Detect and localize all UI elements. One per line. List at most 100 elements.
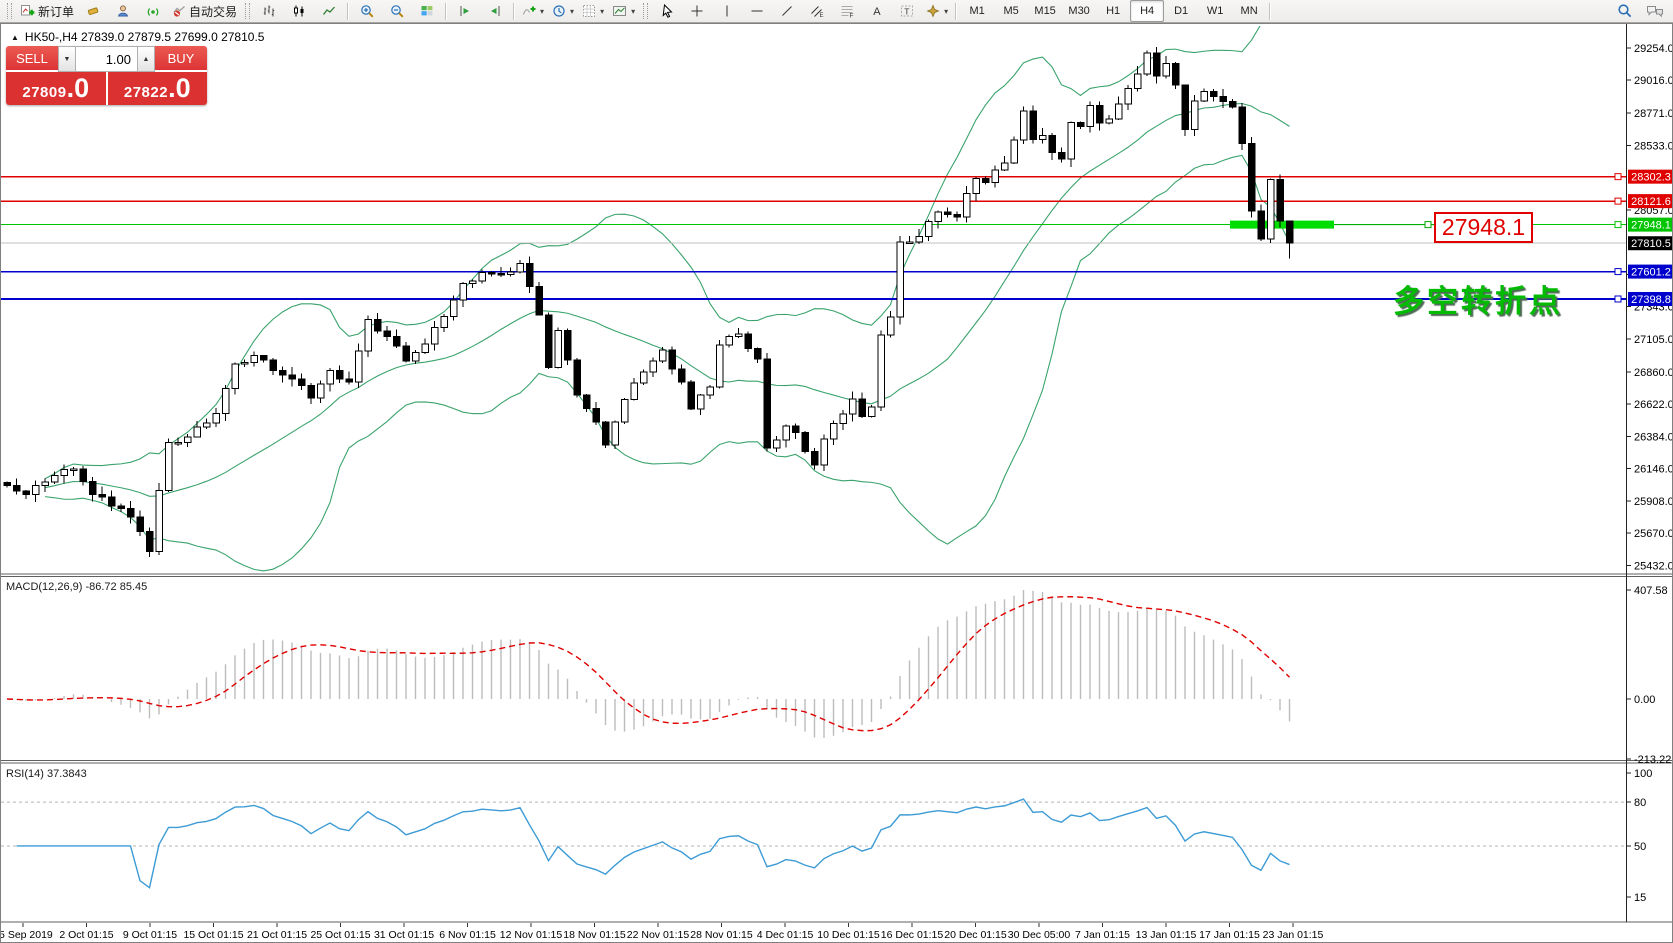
candle: [791, 425, 800, 434]
candle: [1257, 210, 1265, 240]
line-chart-button[interactable]: [314, 0, 344, 22]
candle: [497, 273, 505, 276]
buy-button[interactable]: BUY: [155, 46, 207, 72]
volume-increase-button[interactable]: ▲: [137, 46, 155, 72]
timeframe-m5[interactable]: M5: [1003, 5, 1019, 17]
arrows-button[interactable]: ▾: [922, 0, 952, 22]
candle: [421, 343, 429, 353]
fibonacci-icon: F: [840, 4, 854, 18]
vertical-line-button[interactable]: [712, 0, 742, 22]
candle: [117, 505, 125, 510]
candle: [1105, 118, 1113, 124]
candle: [98, 493, 106, 498]
price-callout[interactable]: 27948.1: [1434, 212, 1533, 243]
expert-advisors-button[interactable]: [108, 0, 138, 22]
new-order-label: 新订单: [38, 4, 75, 19]
callout-handle: [1424, 221, 1432, 229]
timeframe-m30[interactable]: M30: [1068, 5, 1090, 17]
horizontal-line-button[interactable]: [742, 0, 772, 22]
sell-price[interactable]: 27809 .0: [6, 72, 106, 105]
bar-chart-button[interactable]: [254, 0, 284, 22]
time-tick-label: 4 Dec 01:15: [757, 929, 814, 941]
svg-text:28302.3: 28302.3: [1631, 172, 1671, 184]
periods-button[interactable]: ▾: [548, 0, 578, 22]
candle: [668, 349, 676, 370]
candle: [924, 220, 933, 238]
chart-shift-button[interactable]: [450, 0, 480, 22]
toolbar-drag-handle[interactable]: [643, 3, 649, 19]
line-handle: [1614, 197, 1622, 205]
chat-button[interactable]: [1640, 0, 1670, 22]
candle: [278, 369, 287, 376]
candle: [1133, 73, 1142, 90]
timeframe-m15[interactable]: M15: [1034, 5, 1056, 17]
templates-button[interactable]: ▾: [608, 0, 639, 22]
crosshair-button[interactable]: [682, 0, 712, 22]
candlestick-chart-button[interactable]: [284, 0, 314, 22]
indicators-button[interactable]: ▾: [518, 0, 548, 22]
timeframe-mn[interactable]: MN: [1240, 5, 1258, 17]
candle: [1266, 178, 1275, 240]
timeframe-w1[interactable]: W1: [1206, 5, 1224, 17]
cursor-icon: [660, 4, 674, 18]
candle: [12, 485, 21, 492]
timeframe-h4[interactable]: H4: [1130, 0, 1165, 22]
price-tick-label: 28533.0: [1634, 140, 1672, 152]
signal-icon: [146, 4, 160, 18]
volume-input[interactable]: [76, 47, 137, 71]
chart-marker-icon[interactable]: ▲: [11, 32, 19, 42]
candle: [411, 351, 420, 362]
timeframe-m1[interactable]: M1: [969, 5, 985, 17]
tile-windows-button[interactable]: [412, 0, 442, 22]
candle: [943, 211, 952, 215]
dropdown-arrow-icon: ▾: [631, 6, 636, 16]
new-order-button[interactable]: 新订单: [16, 0, 78, 22]
candle: [782, 425, 790, 441]
text-button[interactable]: A: [862, 0, 892, 22]
indicators-icon: [522, 4, 536, 18]
candle: [354, 350, 363, 383]
candle: [506, 271, 515, 276]
zoom-in-button[interactable]: [352, 0, 382, 22]
auto-scroll-button[interactable]: [480, 0, 510, 22]
chart-canvas[interactable]: 29254.029016.028771.028533.028057.027581…: [1, 24, 1672, 942]
trendline-button[interactable]: [772, 0, 802, 22]
toolbar-drag-handle[interactable]: [7, 3, 12, 19]
candle: [763, 358, 771, 449]
candle: [364, 318, 372, 352]
svg-text:A: A: [873, 6, 881, 18]
grid-button[interactable]: ▾: [578, 0, 608, 22]
macd-panel: [6, 590, 1291, 738]
candle: [136, 516, 144, 532]
volume-decrease-button[interactable]: ▼: [58, 46, 76, 72]
macd-signal-line: [6, 596, 1290, 732]
signals-button[interactable]: [138, 0, 168, 22]
search-button[interactable]: [1610, 0, 1640, 22]
candle: [316, 383, 325, 399]
candle: [1000, 162, 1009, 171]
sell-button[interactable]: SELL: [6, 46, 58, 72]
candle: [1067, 122, 1075, 160]
candle: [430, 327, 439, 345]
turning-point-annotation[interactable]: 多空转折点: [1393, 284, 1563, 319]
toolbar-drag-handle[interactable]: [245, 3, 251, 19]
buy-price[interactable]: 27822 .0: [105, 72, 207, 105]
cursor-button[interactable]: [652, 0, 682, 22]
candle: [905, 241, 914, 244]
timeframe-h1[interactable]: H1: [1106, 5, 1121, 17]
dropdown-arrow-icon: ▾: [540, 6, 545, 16]
zoom-out-button[interactable]: [382, 0, 412, 22]
toolbar-separator: [513, 2, 516, 20]
candle: [867, 406, 876, 417]
line-chart-icon: [322, 4, 336, 18]
equidistant-channel-button[interactable]: E: [802, 0, 832, 22]
text-label-button[interactable]: T: [892, 0, 922, 22]
time-tick-label: 15 Oct 01:15: [183, 929, 243, 941]
autotrading-button[interactable]: 自动交易: [168, 0, 241, 22]
eraser-button[interactable]: [78, 0, 108, 22]
candle: [1048, 134, 1056, 154]
fibonacci-button[interactable]: F: [832, 0, 862, 22]
candle: [1200, 90, 1208, 102]
timeframe-d1[interactable]: D1: [1174, 5, 1189, 17]
new-order-icon: [20, 4, 35, 18]
